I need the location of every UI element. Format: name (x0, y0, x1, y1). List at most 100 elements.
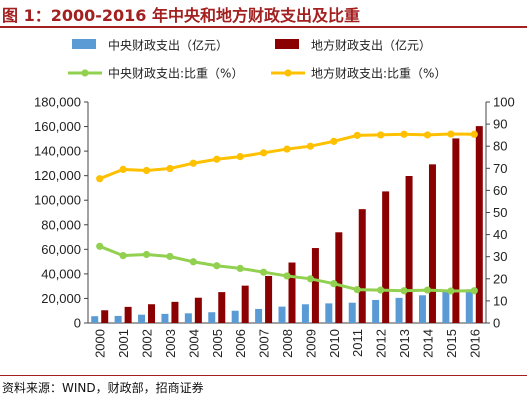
local-share-point (470, 130, 478, 138)
central-share-point (236, 264, 244, 273)
x-tick-label: 2004 (186, 329, 201, 358)
central-share-line (99, 244, 475, 293)
x-axis-ticks: 2000 2001 2002 2003 2004 2005 2006 2007 2008 2009… (93, 329, 483, 358)
local-share-point (306, 142, 315, 150)
legend-central-line-label: 中央财政支出:比重（%） (108, 66, 243, 81)
right-tick-label: 40 (493, 227, 507, 242)
left-tick-label: 80,000 (41, 217, 81, 232)
x-tick-label: 2006 (233, 329, 248, 358)
bar-series (91, 126, 483, 324)
central-expenditure-bar (348, 302, 356, 323)
local-expenditure-bar (171, 301, 179, 323)
local-share-point (423, 131, 432, 139)
x-tick-label: 2005 (210, 329, 225, 358)
local-share-point (236, 152, 244, 161)
left-tick-label: 0 (74, 316, 81, 331)
local-share-point (259, 149, 268, 157)
title-divider (0, 26, 527, 28)
central-expenditure-bar (231, 310, 239, 323)
right-tick-label: 0 (493, 316, 500, 331)
x-tick-label: 2009 (303, 329, 318, 358)
legend-local-bar-swatch (275, 39, 299, 49)
x-tick-label: 2002 (140, 329, 155, 358)
chart-axes: 0 20,000 40,000 60,000 80,000 100,000 120,000 1… (34, 95, 515, 331)
local-share-point (189, 159, 197, 167)
central-expenditure-bar (325, 303, 333, 323)
central-expenditure-bar (442, 291, 450, 323)
legend-central-line-marker (81, 69, 89, 77)
central-share-point (142, 250, 151, 259)
x-tick-label: 2014 (420, 329, 435, 358)
legend-central-bar-swatch (72, 39, 96, 49)
central-expenditure-bar (465, 289, 473, 323)
local-share-point (283, 145, 291, 153)
local-share-point (353, 131, 361, 139)
central-expenditure-bar (114, 315, 122, 323)
x-tick-label: 2011 (350, 329, 365, 357)
x-tick-label: 2000 (93, 329, 108, 358)
chart-title: 图 1：2000-2016 年中央和地方财政支出及比重 (2, 6, 360, 25)
local-expenditure-bar (288, 262, 296, 323)
right-tick-label: 90 (493, 117, 507, 132)
central-share-point (470, 287, 478, 295)
left-tick-label: 120,000 (34, 168, 81, 183)
central-share-point (423, 286, 432, 294)
central-share-point (447, 287, 455, 295)
central-expenditure-bar (395, 297, 403, 323)
legend: 中央财政支出（亿元） 地方财政支出（亿元） 中央财政支出:比重（%） 地方财政支出:比… (68, 38, 446, 81)
central-share-point (213, 262, 221, 270)
x-tick-label: 2003 (163, 329, 178, 358)
right-tick-label: 80 (493, 139, 507, 154)
left-tick-label: 140,000 (34, 144, 81, 159)
central-expenditure-bar (91, 316, 99, 323)
legend-local-line-marker (284, 69, 292, 77)
source-note: 资料来源：WIND，财政部，招商证券 (2, 381, 204, 395)
central-expenditure-bar (418, 295, 426, 323)
line-series (96, 130, 478, 295)
x-tick-label: 2007 (257, 329, 272, 358)
local-expenditure-bar (194, 297, 202, 323)
x-tick-label: 2016 (467, 329, 482, 358)
local-expenditure-bar (311, 248, 319, 323)
left-tick-label: 180,000 (34, 95, 81, 110)
local-expenditure-bar (218, 292, 226, 323)
x-tick-label: 2008 (280, 329, 295, 358)
local-share-point (142, 166, 151, 175)
local-share-point (213, 155, 221, 163)
local-share-point (330, 137, 338, 145)
legend-local-bar-label: 地方财政支出（亿元） (311, 38, 431, 53)
right-tick-label: 50 (493, 205, 507, 220)
local-expenditure-bar (335, 232, 343, 323)
x-tick-label: 2015 (444, 329, 459, 358)
local-expenditure-bar (265, 275, 273, 323)
central-share-point (259, 268, 268, 276)
central-share-point (330, 280, 338, 288)
central-expenditure-bar (255, 308, 263, 323)
right-tick-label: 10 (493, 293, 507, 308)
central-share-point (189, 258, 197, 266)
local-expenditure-bar (405, 175, 413, 323)
legend-central-bar-label: 中央财政支出（亿元） (108, 38, 228, 53)
left-tick-label: 100,000 (34, 193, 81, 208)
local-expenditure-bar (452, 138, 460, 323)
left-tick-label: 60,000 (41, 242, 81, 257)
left-tick-label: 160,000 (34, 119, 81, 134)
local-expenditure-bar (382, 191, 390, 323)
left-tick-label: 20,000 (41, 291, 81, 306)
central-share-point (353, 286, 361, 294)
right-tick-label: 30 (493, 249, 507, 264)
local-expenditure-bar (358, 209, 366, 323)
right-tick-label: 20 (493, 271, 507, 286)
right-tick-label: 60 (493, 183, 507, 198)
local-share-point (400, 130, 408, 138)
x-tick-label: 2010 (327, 329, 342, 358)
local-expenditure-bar (124, 306, 132, 323)
left-tick-label: 40,000 (41, 266, 81, 281)
right-tick-label: 100 (493, 95, 515, 110)
local-expenditure-bar (475, 126, 483, 324)
source-divider (0, 375, 527, 376)
x-tick-label: 2013 (397, 329, 412, 358)
central-expenditure-bar (278, 306, 286, 323)
local-share-point (377, 131, 385, 139)
